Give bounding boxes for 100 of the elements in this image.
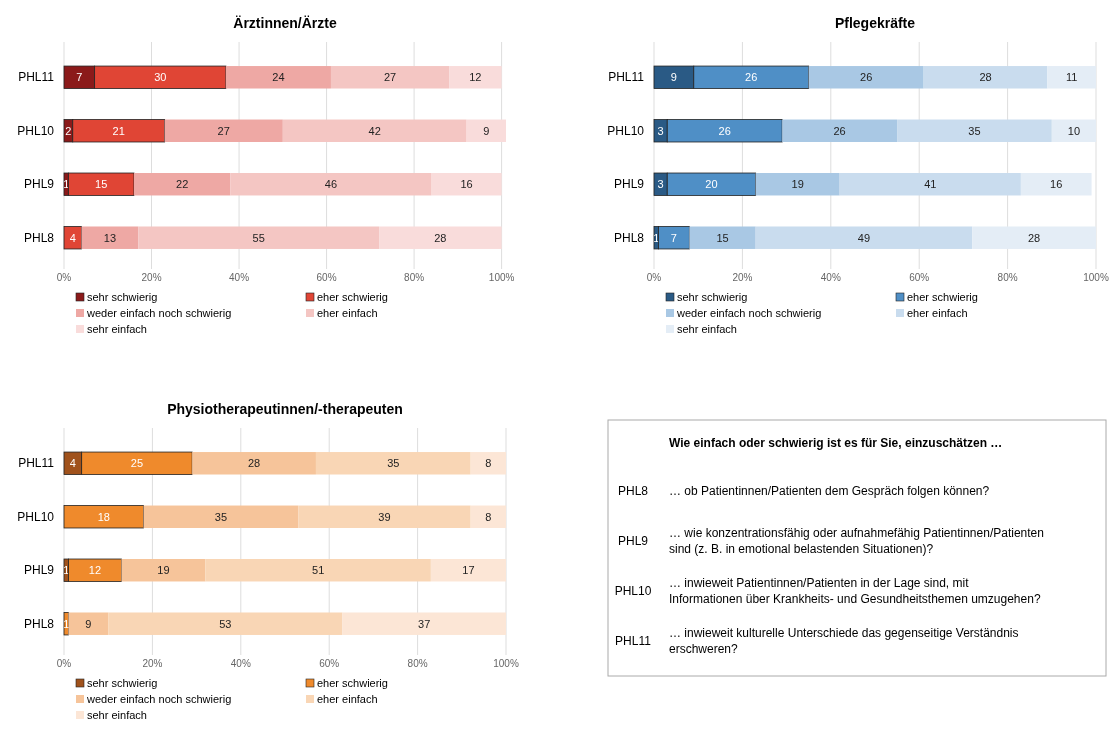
legend-label: sehr einfach: [677, 323, 737, 335]
data-label: 37: [418, 617, 431, 630]
legend-label: sehr einfach: [87, 323, 147, 335]
bar: [282, 119, 467, 142]
data-label: 26: [745, 71, 758, 84]
text: … ob Patientinnen/Patienten dem Gespräch folgen können?: [669, 484, 990, 498]
legend-label: eher einfach: [907, 307, 968, 319]
data-label: 49: [857, 231, 871, 244]
y-tick-label: PHL9: [23, 177, 55, 192]
text: … inwieweit kulturelle Unterschiede das gegenseitige Verständnis erschweren?: [669, 626, 1019, 656]
bar: [143, 505, 299, 528]
legend-label: sehr schwierig: [677, 291, 748, 303]
bar: [923, 66, 1048, 89]
data-label: 24: [272, 71, 285, 84]
data-label: 28: [434, 231, 447, 244]
data-label: 26: [860, 71, 873, 84]
data-label: 11: [1065, 71, 1078, 84]
data-label: 4: [69, 231, 76, 244]
text: Wie einfach oder schwierig ist es für Sie, einzuschätzen …: [669, 436, 1003, 450]
data-label: 1: [653, 231, 660, 244]
bar: [1051, 119, 1096, 142]
y-tick-label: PHL11: [18, 70, 55, 85]
bar: [466, 119, 506, 142]
legend-label: eher schwierig: [317, 677, 388, 689]
x-tick-label: 80%: [407, 658, 428, 669]
bar: [470, 452, 506, 475]
data-label: 28: [247, 457, 261, 470]
x-tick-label: 20%: [141, 272, 162, 283]
bar: [342, 612, 506, 635]
x-tick-label: 80%: [997, 272, 1018, 283]
bar: [839, 173, 1021, 196]
data-label: 20: [705, 178, 718, 191]
bar: [67, 172, 135, 196]
bar: [138, 226, 380, 249]
bar: [108, 612, 343, 635]
chart-title: Pflegekräfte: [834, 15, 916, 31]
bar: [431, 173, 502, 196]
chart-title: Ärztinnen/Ärzte: [233, 15, 337, 31]
x-tick-label: 20%: [142, 658, 163, 669]
data-label: 55: [252, 231, 265, 244]
bar: [164, 119, 283, 142]
x-tick-label: 100%: [1083, 272, 1109, 283]
bar: [1047, 66, 1096, 89]
y-tick-label: PHL9: [23, 563, 55, 578]
bar: [972, 226, 1096, 249]
x-tick-label: 100%: [488, 272, 515, 283]
chart-title: Physiotherapeutinnen/-therapeuten: [167, 401, 403, 417]
y-tick-label: PHL10: [607, 123, 645, 138]
data-label: 35: [387, 457, 400, 470]
data-label: 46: [324, 178, 338, 191]
y-tick-label: PHL11: [608, 70, 645, 85]
data-label: 39: [378, 510, 391, 523]
legend-label: sehr einfach: [87, 709, 147, 721]
legend-label: weder einfach noch schwierig: [676, 307, 822, 319]
data-label: 19: [157, 564, 170, 577]
data-label: 51: [312, 564, 325, 577]
data-label: 21: [112, 124, 125, 137]
data-label: 12: [88, 564, 102, 577]
data-label: 15: [716, 231, 729, 244]
y-tick-label: PHL9: [613, 177, 645, 192]
y-tick-label: PHL8: [613, 230, 645, 245]
bar: [782, 119, 898, 142]
data-label: 7: [670, 231, 677, 244]
data-label: 3: [657, 178, 664, 191]
text: … wie konzentrationsfähig oder aufnahmefähig Patientinnen/Patienten sind (z. B. in emotional belastenden Situationen)?: [669, 526, 1044, 556]
x-tick-label: 60%: [319, 658, 340, 669]
data-label: 9: [85, 617, 92, 630]
data-label: 7: [76, 71, 83, 84]
bar: [134, 173, 231, 196]
bar: [1020, 173, 1092, 196]
data-label: 8: [485, 510, 492, 523]
data-label: 12: [469, 71, 482, 84]
bar: [330, 66, 450, 89]
x-tick-label: 40%: [230, 658, 251, 669]
bar: [81, 226, 139, 249]
x-tick-label: 100%: [493, 658, 519, 669]
x-tick-label: 80%: [404, 272, 425, 283]
y-tick-label: PHL11: [18, 456, 55, 471]
text: … inwieweit Patientinnen/Patienten in der Lage sind, mit Informationen über Krankheits- und Gesundheitsthemen umzugehen?: [669, 576, 1041, 606]
bar: [379, 226, 502, 249]
data-label: 4: [69, 457, 76, 470]
bar: [755, 173, 840, 196]
legend-label: eher einfach: [317, 693, 378, 705]
bar: [897, 119, 1052, 142]
bar: [63, 226, 82, 250]
x-tick-label: 0%: [56, 658, 72, 669]
data-label: 8: [485, 457, 492, 470]
bar: [449, 66, 502, 89]
x-tick-label: 40%: [229, 272, 250, 283]
data-label: 16: [1050, 178, 1063, 191]
data-label: 35: [968, 124, 981, 137]
data-label: 9: [670, 71, 677, 84]
y-tick-label: PHL10: [17, 509, 55, 524]
y-tick-label: PHL8: [23, 230, 55, 245]
data-label: 28: [979, 71, 992, 84]
legend-label: eher schwierig: [907, 291, 978, 303]
bar: [470, 505, 506, 528]
legend-label: sehr schwierig: [87, 291, 158, 303]
x-tick-label: 20%: [732, 272, 753, 283]
data-label: 9: [483, 124, 490, 137]
